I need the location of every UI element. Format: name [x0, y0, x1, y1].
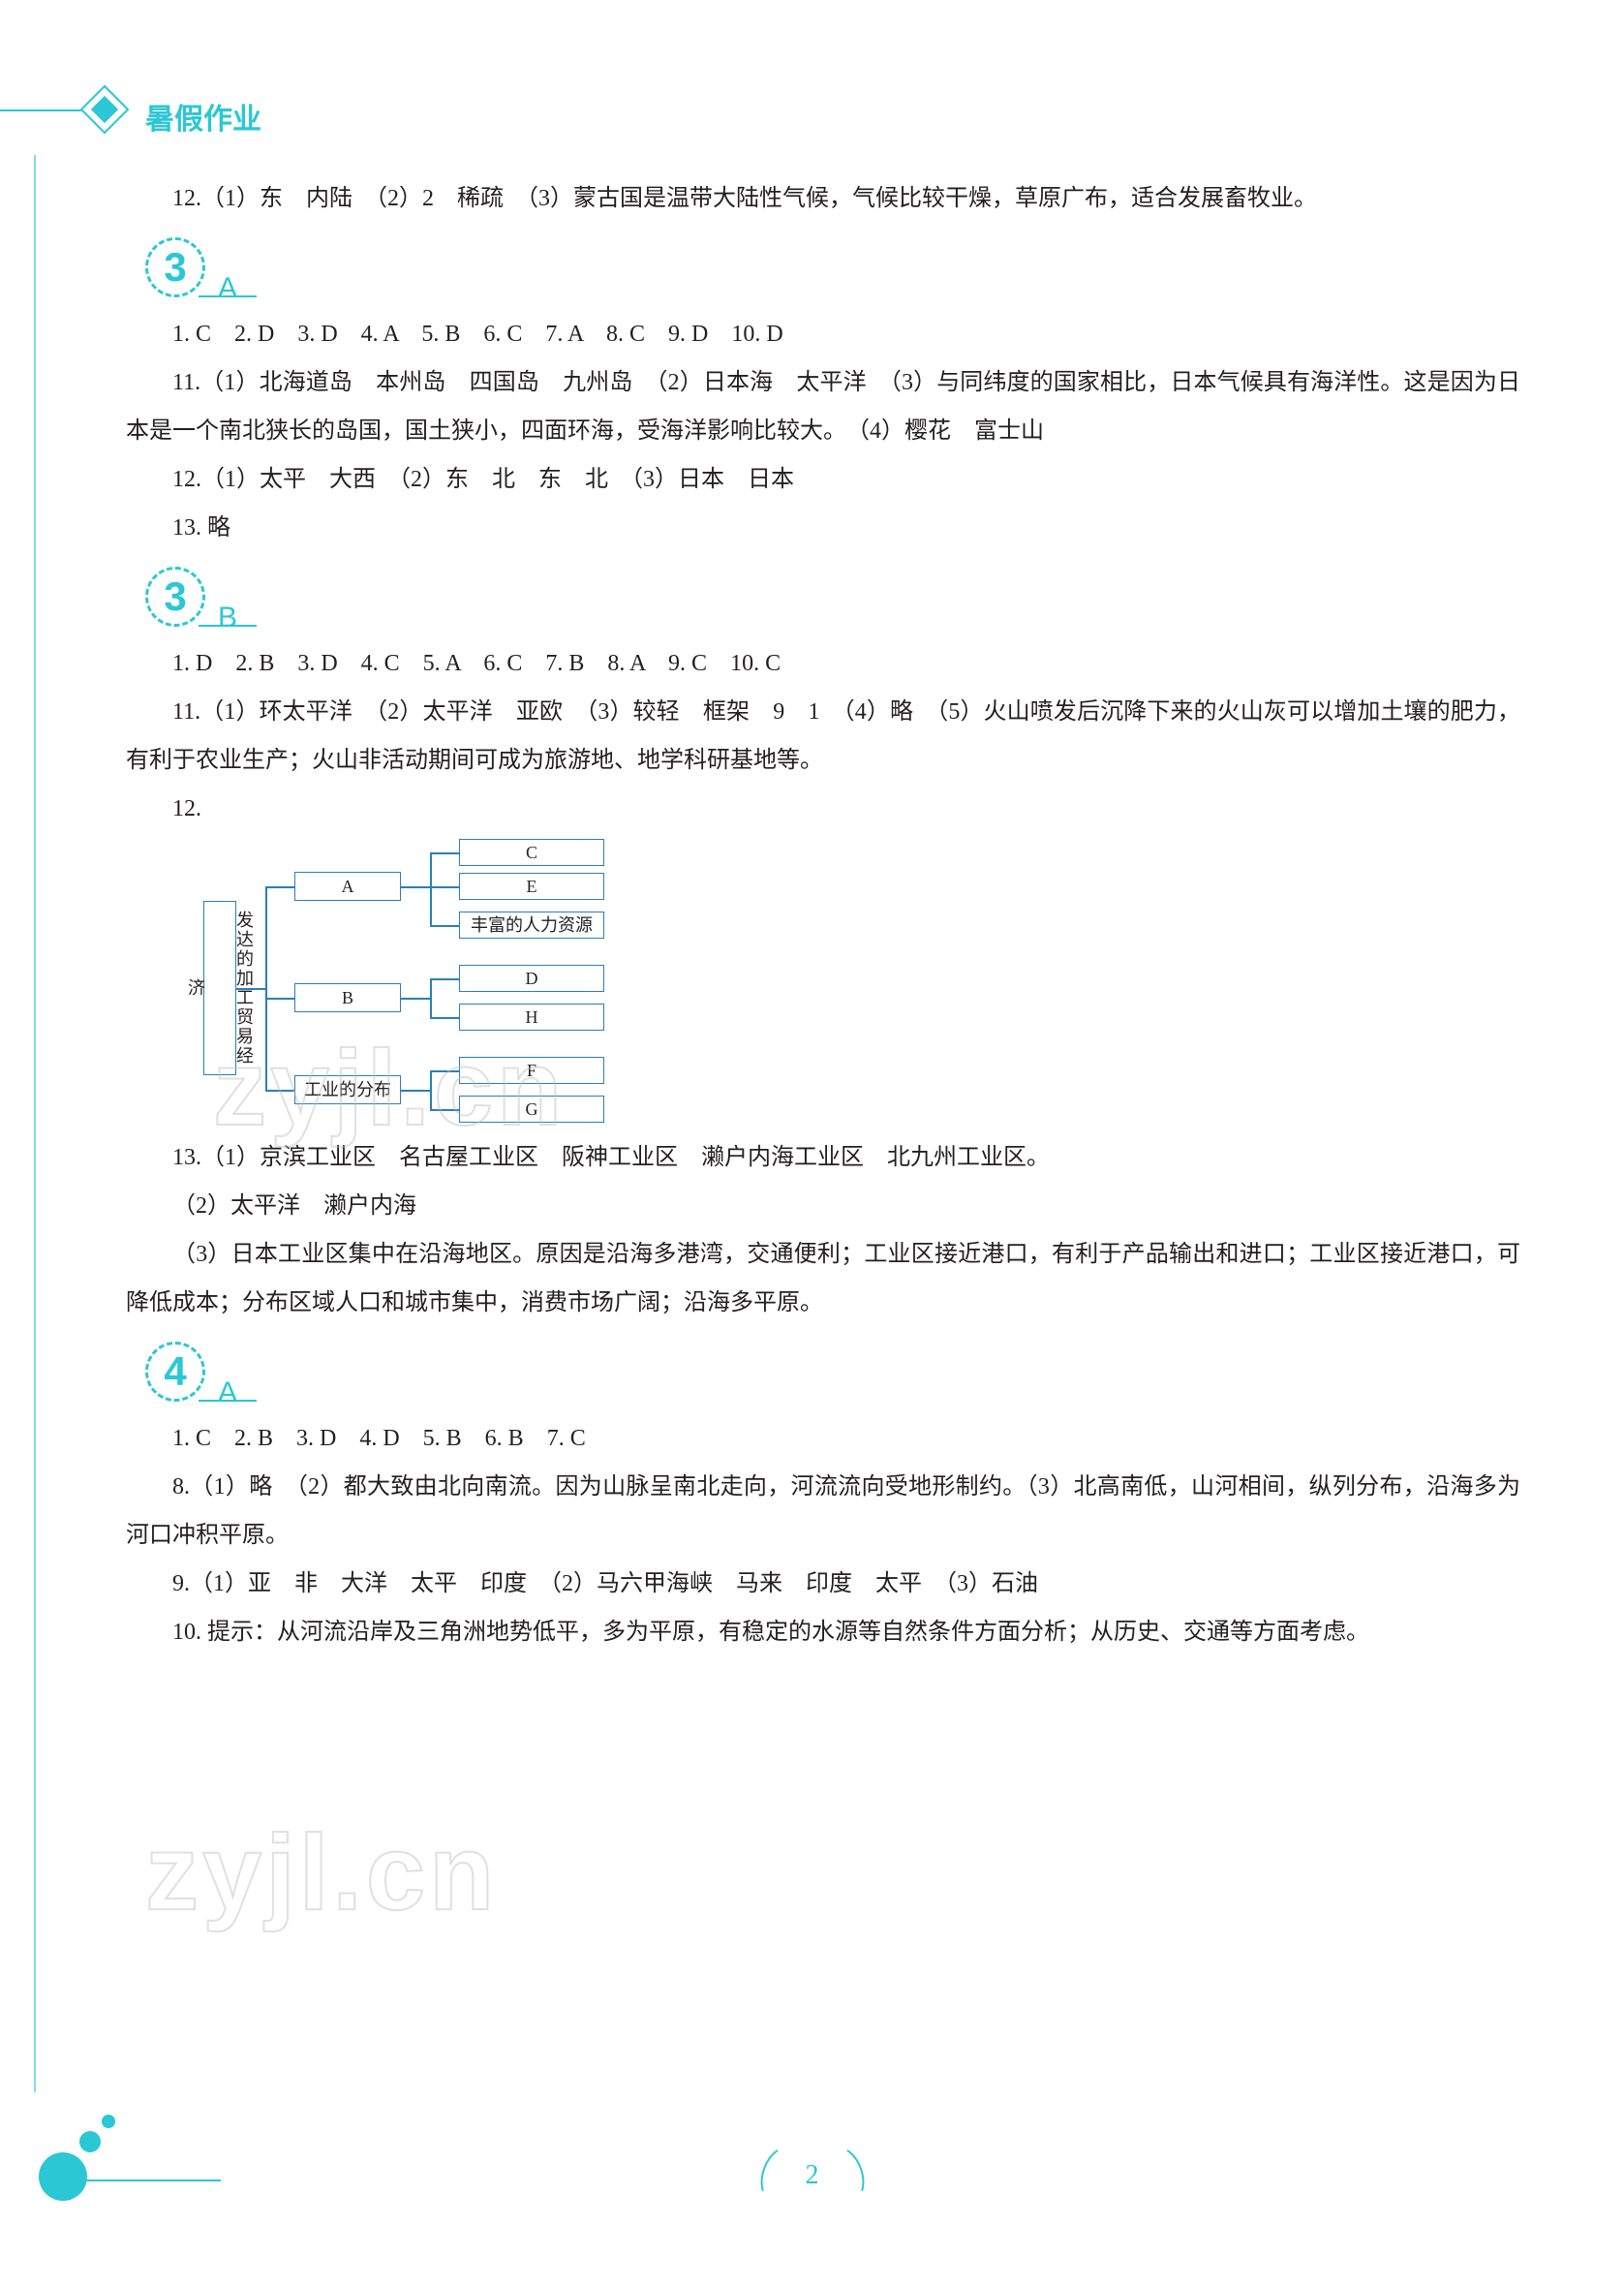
diagram-connector: [430, 978, 432, 1017]
diagram-connector: [430, 852, 432, 926]
diagram-connector: [430, 1109, 459, 1111]
side-line-deco: [34, 155, 36, 2092]
answer-line: （2）太平洋 濑户内海: [126, 1182, 1520, 1230]
corner-circle-small: [102, 2115, 115, 2128]
diagram-connector: [401, 886, 430, 888]
section-badge-3b: 3 B: [126, 567, 1520, 634]
corner-circle-small: [79, 2131, 101, 2152]
diagram-root: 发达的加工贸易经济: [203, 901, 236, 1075]
diagram-connector: [430, 852, 459, 854]
answer-line: 12.: [126, 785, 1520, 833]
section-badge-4a: 4 A: [126, 1342, 1520, 1409]
content-body: 12.（1）东 内陆 （2）2 稀疏 （3）蒙古国是温带大陆性气候，气候比较干燥…: [126, 174, 1520, 1656]
badge-letter: A: [218, 1369, 237, 1417]
page-title: 暑假作业: [145, 95, 261, 138]
footer: 2: [0, 2160, 1624, 2191]
badge-underline: [199, 1400, 257, 1402]
badge-letter: A: [218, 264, 237, 313]
diagram-mid-b: B: [294, 983, 401, 1012]
badge-number: 4: [145, 1342, 205, 1402]
diagram-leaf: D: [459, 965, 604, 992]
answer-line: 1. D 2. B 3. D 4. C 5. A 6. C 7. B 8. A …: [126, 639, 1520, 688]
page-arc-right: [814, 2141, 871, 2209]
section-badge-3a: 3 A: [126, 237, 1520, 305]
answer-line: 12.（1）太平 大西 （2）东 北 东 北 （3）日本 日本: [126, 455, 1520, 504]
diagram-connector: [401, 998, 430, 1000]
answer-line: 9.（1）亚 非 大洋 太平 印度 （2）马六甲海峡 马来 印度 太平 （3）石…: [126, 1560, 1520, 1608]
diagram-leaf: G: [459, 1096, 604, 1123]
answer-line: （3）日本工业区集中在沿海地区。原因是沿海多港湾，交通便利；工业区接近港口，有利…: [126, 1230, 1520, 1327]
answer-line: 8.（1）略 （2）都大致由北向南流。因为山脉呈南北走向，河流流向受地形制约。（…: [126, 1463, 1520, 1560]
diagram-connector: [265, 886, 267, 1090]
diagram-connector: [430, 1070, 459, 1072]
badge-number: 3: [145, 237, 205, 297]
answer-line: 11.（1）北海道岛 本州岛 四国岛 九州岛 （2）日本海 太平洋 （3）与同纬…: [126, 358, 1520, 455]
badge-underline: [199, 295, 257, 297]
answer-line: 11.（1）环太平洋 （2）太平洋 亚欧 （3）较轻 框架 9 1 （4）略 （…: [126, 688, 1520, 785]
badge-number: 3: [145, 567, 205, 627]
answer-line: 13.（1）京滨工业区 名古屋工业区 阪神工业区 濑户内海工业区 北九州工业区。: [126, 1133, 1520, 1182]
answer-line: 13. 略: [126, 504, 1520, 552]
diagram-connector: [265, 886, 294, 888]
diagram-leaf: E: [459, 873, 604, 900]
answer-line: 1. C 2. D 3. D 4. A 5. B 6. C 7. A 8. C …: [126, 310, 1520, 358]
diagram-connector: [265, 998, 294, 1000]
tree-diagram: 发达的加工贸易经济 A C E 丰富的人力资源 B D H 工业的分布 F G: [203, 843, 746, 1124]
diagram-connector: [265, 1090, 294, 1092]
page-arc-left: [752, 2141, 809, 2209]
diagram-mid-a: A: [294, 872, 401, 901]
diagram-connector: [401, 1090, 430, 1092]
diagram-mid-c: 工业的分布: [294, 1075, 401, 1104]
badge-underline: [199, 625, 257, 627]
intro-q12: 12.（1）东 内陆 （2）2 稀疏 （3）蒙古国是温带大陆性气候，气候比较干燥…: [126, 174, 1520, 223]
diagram-leaf: F: [459, 1057, 604, 1084]
diagram-leaf: H: [459, 1004, 604, 1031]
diagram-connector: [430, 978, 459, 980]
answer-line: 1. C 2. B 3. D 4. D 5. B 6. B 7. C: [126, 1414, 1520, 1463]
diagram-leaf: 丰富的人力资源: [459, 912, 604, 939]
diagram-connector: [236, 988, 265, 990]
diagram-connector: [430, 1017, 459, 1019]
answer-line: 10. 提示：从河流沿岸及三角洲地势低平，多为平原，有稳定的水源等自然条件方面分…: [126, 1608, 1520, 1656]
diagram-connector: [430, 886, 459, 888]
watermark: zyjl.cn: [145, 1811, 498, 1934]
page-number: 2: [806, 2160, 819, 2191]
badge-letter: B: [218, 594, 237, 642]
diagram-connector: [430, 1070, 432, 1109]
diagram-connector: [430, 925, 459, 927]
